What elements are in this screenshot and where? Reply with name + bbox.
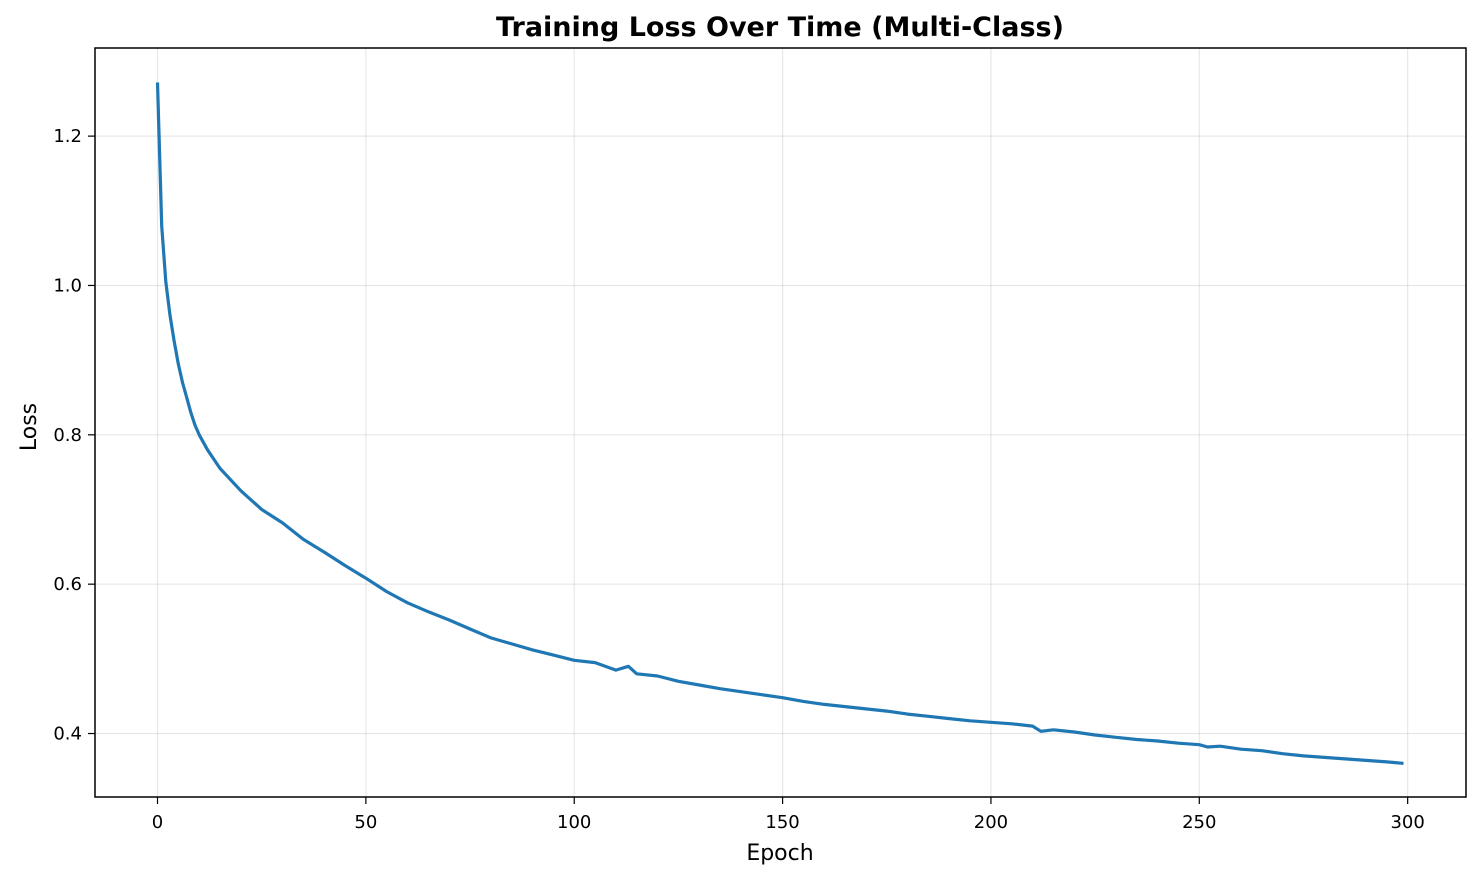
x-axis-label: Epoch	[746, 841, 813, 866]
y-tick-label: 0.6	[53, 574, 82, 595]
grid-layer	[95, 48, 1466, 797]
y-tick-label: 1.0	[53, 275, 82, 296]
loss-series-line	[155, 82, 1404, 765]
x-tick-label: 100	[557, 812, 591, 833]
tick-layer: 0 50 100 150 200 250 300 0.4 0.6 0.8 1.0 1.2	[53, 126, 1424, 833]
x-tick-label: 250	[1182, 812, 1216, 833]
x-tick-label: 50	[354, 812, 377, 833]
x-tick-label: 150	[765, 812, 799, 833]
x-tick-label: 300	[1390, 812, 1424, 833]
plot-frame	[94, 47, 1467, 798]
x-tick-label: 0	[152, 812, 163, 833]
y-tick-label: 1.2	[53, 126, 82, 147]
chart-title: Training Loss Over Time (Multi-Class)	[496, 12, 1064, 43]
y-axis-label: Loss	[17, 403, 42, 451]
y-tick-label: 0.4	[53, 724, 82, 745]
x-tick-label: 200	[974, 812, 1008, 833]
line-layer	[155, 82, 1404, 765]
y-tick-label: 0.8	[53, 425, 82, 446]
